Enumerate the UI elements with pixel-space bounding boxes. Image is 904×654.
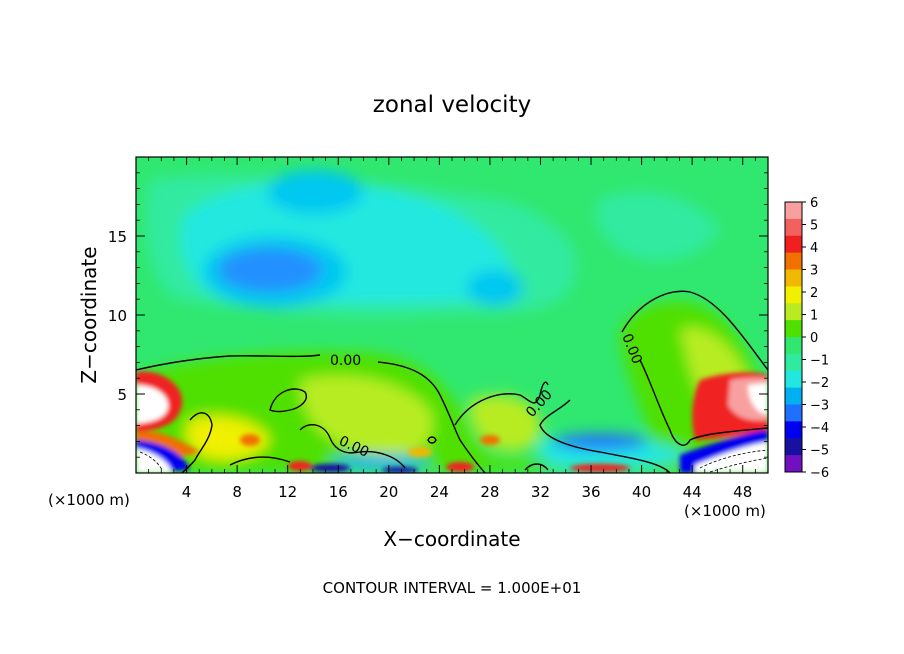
colorbar-swatch: [785, 218, 802, 237]
y-tick-label: 5: [117, 386, 127, 404]
colorbar-label: −6: [810, 466, 829, 481]
x-axis: 4 8 12 16 20 24 28 32 36 40 44 48: [148, 157, 756, 501]
colorbar-label: −2: [810, 376, 829, 391]
x-tick-label: 32: [531, 483, 550, 501]
x-tick-label: 24: [430, 483, 449, 501]
colorbar-swatch: [785, 269, 802, 287]
contour-interval-note: CONTOUR INTERVAL = 1.000E+01: [323, 579, 582, 597]
colorbar-swatch: [785, 337, 802, 355]
colorbar-swatch: [785, 387, 802, 405]
colorbar-label: −1: [810, 354, 829, 369]
colorbar-swatch: [785, 303, 802, 321]
contour-label: 0.00: [330, 353, 361, 369]
colorbar-swatch: [785, 421, 802, 439]
x-tick-label: 40: [632, 483, 651, 501]
colorbar-swatch: [785, 320, 802, 338]
colorbar-swatch: [785, 455, 802, 473]
x-axis-unit-right: (×1000 m): [684, 502, 766, 520]
y-tick-label: 15: [108, 228, 127, 246]
colorbar-label: 1: [810, 309, 818, 324]
colorbar-swatch: [785, 353, 802, 372]
colorbar-label: 4: [810, 241, 818, 256]
x-tick-label: 8: [232, 483, 242, 501]
negative-contours: [139, 449, 768, 473]
contour-lines: [136, 290, 768, 473]
colorbar-label: −3: [810, 399, 829, 414]
x-tick-label: 12: [278, 483, 297, 501]
colorbar-label: 6: [810, 196, 818, 211]
chart-title: zonal velocity: [373, 92, 531, 118]
colorbar-swatch: [785, 252, 802, 270]
colorbar-swatch: [785, 370, 802, 389]
colorbar-label: −4: [810, 421, 829, 436]
colorbar-swatch: [785, 202, 802, 220]
colorbar-label: 5: [810, 219, 818, 234]
colorbar-swatch: [785, 286, 802, 304]
colorbar: 6 5 4 3 2 1 0 −1 −2 −3 −4 −5 −6: [784, 196, 829, 481]
colorbar-swatch: [785, 404, 802, 422]
x-tick-label: 16: [329, 483, 348, 501]
colorbar-label: 3: [810, 264, 818, 279]
y-axis: 5 10 15: [108, 172, 768, 458]
x-tick-label: 4: [182, 483, 192, 501]
colorbar-label: −5: [810, 444, 829, 459]
x-axis-label: X−coordinate: [383, 527, 520, 551]
x-tick-label: 20: [379, 483, 398, 501]
x-axis-unit-left: (×1000 m): [48, 491, 130, 509]
x-tick-label: 36: [581, 483, 600, 501]
colorbar-label: 2: [810, 286, 818, 301]
colorbar-label: 0: [810, 331, 818, 346]
y-tick-label: 10: [108, 307, 127, 325]
colorbar-swatch: [785, 438, 802, 456]
colorbar-swatch: [785, 235, 802, 254]
x-tick-label: 48: [733, 483, 752, 501]
y-axis-label: Z−coordinate: [77, 246, 101, 383]
x-tick-label: 28: [480, 483, 499, 501]
plot-area: 0.00 0.00 0.00 0.00: [136, 157, 768, 473]
x-tick-label: 44: [683, 483, 702, 501]
strong-features: [136, 371, 768, 473]
